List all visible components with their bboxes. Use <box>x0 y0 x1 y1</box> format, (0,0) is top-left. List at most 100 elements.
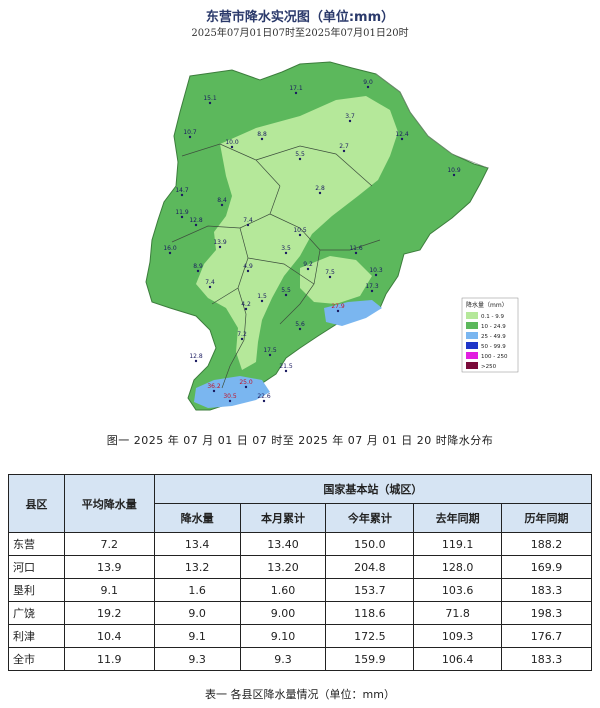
station-value: 10.7 <box>183 129 197 136</box>
station-value: 21.5 <box>279 363 293 370</box>
station-dot <box>366 85 370 89</box>
station-dot <box>342 149 346 153</box>
legend-swatch <box>466 362 478 369</box>
table-caption: 表一 各县区降水量情况（单位：mm） <box>205 688 395 701</box>
table-row: 广饶 19.2 9.0 9.00 118.6 71.8 198.3 <box>8 601 592 625</box>
station-dot <box>268 353 272 357</box>
station-value: 11.6 <box>349 245 363 252</box>
cell-county: 东营 <box>8 532 65 556</box>
station-value: 4.2 <box>241 301 251 308</box>
cell-county: 河口 <box>8 555 65 579</box>
station-value: 14.7 <box>175 187 189 194</box>
header-month-total: 本月累计 <box>239 503 327 533</box>
station-dot <box>212 389 216 393</box>
cell-history: 169.9 <box>501 555 592 579</box>
legend-swatch <box>466 312 478 319</box>
station-value: 7.2 <box>237 331 247 338</box>
station-dot <box>284 369 288 373</box>
cell-last-year: 109.3 <box>413 624 503 648</box>
station-dot <box>328 275 332 279</box>
station-value: 2.8 <box>315 185 325 192</box>
station-dot <box>348 119 352 123</box>
station-labels: 15.1 9.0 17.1 10.7 3.7 12.4 10.0 8.8 2.7 10.9 5.5 2… <box>163 79 461 403</box>
legend-label: 10 - 24.9 <box>481 324 506 330</box>
cell-year: 150.0 <box>325 532 415 556</box>
legend-swatch <box>466 342 478 349</box>
station-dot <box>168 251 172 255</box>
table-row: 垦利 9.1 1.6 1.60 153.7 103.6 183.3 <box>8 578 592 602</box>
station-value: 17.3 <box>365 283 379 290</box>
station-dot <box>246 269 250 273</box>
station-dot <box>220 203 224 207</box>
station-value: 12.8 <box>189 353 203 360</box>
station-dot <box>180 193 184 197</box>
cell-year: 159.9 <box>325 647 415 671</box>
map-region-blue-south <box>194 376 270 408</box>
county-boundaries <box>171 143 381 389</box>
map-region-light-green-east <box>300 256 372 304</box>
table-row: 利津 10.4 9.1 9.10 172.5 109.3 176.7 <box>8 624 592 648</box>
station-dot <box>188 135 192 139</box>
station-dot <box>244 385 248 389</box>
cell-avg: 7.2 <box>63 532 155 556</box>
station-value: 10.5 <box>293 227 307 234</box>
legend-swatch <box>466 332 478 339</box>
station-value: 17.5 <box>263 347 277 354</box>
cell-last-year: 106.4 <box>413 647 503 671</box>
station-dot <box>228 399 232 403</box>
station-dot <box>208 285 212 289</box>
station-dot <box>294 91 298 95</box>
cell-last-year: 128.0 <box>413 555 503 579</box>
cell-rain: 9.0 <box>153 601 241 625</box>
cell-month: 13.20 <box>239 555 327 579</box>
station-dot <box>298 327 302 331</box>
station-dot <box>400 137 404 141</box>
map-title: 东营市降水实况图（单位:mm） <box>205 10 395 25</box>
station-dot <box>318 191 322 195</box>
station-value: 13.9 <box>213 239 227 246</box>
cell-county: 全市 <box>8 647 65 671</box>
station-value: 3.7 <box>345 113 355 120</box>
header-county: 县区 <box>8 474 65 533</box>
cell-last-year: 103.6 <box>413 578 503 602</box>
table-row: 河口 13.9 13.2 13.20 204.8 128.0 169.9 <box>8 555 592 579</box>
cell-month: 13.40 <box>239 532 327 556</box>
station-value: 9.0 <box>363 79 373 86</box>
station-dot <box>452 173 456 177</box>
station-dot <box>218 245 222 249</box>
station-dot <box>354 251 358 255</box>
station-value: 4.9 <box>243 263 253 270</box>
cell-history: 183.3 <box>501 578 592 602</box>
figure-caption: 图一 2025 年 07 月 01 日 07 时至 2025 年 07 月 01… <box>106 434 494 447</box>
station-value: 7.4 <box>205 279 215 286</box>
legend-swatch <box>466 352 478 359</box>
cell-year: 204.8 <box>325 555 415 579</box>
header-last-year: 去年同期 <box>413 503 503 533</box>
station-dot <box>284 251 288 255</box>
station-dot <box>262 399 266 403</box>
station-value: 5.6 <box>295 321 305 328</box>
legend-label: 25 - 49.9 <box>481 334 506 340</box>
legend-title: 降水量（mm） <box>466 301 508 309</box>
station-dot <box>370 289 374 293</box>
cell-avg: 19.2 <box>63 601 155 625</box>
station-value: 8.4 <box>217 197 227 204</box>
table-row: 全市 11.9 9.3 9.3 159.9 106.4 183.3 <box>8 647 592 671</box>
legend-swatch <box>466 322 478 329</box>
station-value: 27.9 <box>331 303 345 310</box>
cell-avg: 9.1 <box>63 578 155 602</box>
cell-month: 1.60 <box>239 578 327 602</box>
cell-avg: 13.9 <box>63 555 155 579</box>
station-dot <box>180 215 184 219</box>
station-dot <box>246 223 250 227</box>
station-value: 7.5 <box>325 269 335 276</box>
station-value: 10.0 <box>225 139 239 146</box>
station-value: 25.0 <box>239 379 253 386</box>
station-value: 17.1 <box>289 85 303 92</box>
station-dot <box>374 273 378 277</box>
station-dot <box>298 233 302 237</box>
legend: 降水量（mm） 0.1 - 9.9 10 - 24.9 25 - 49.9 50 - … <box>461 297 519 373</box>
cell-month: 9.3 <box>239 647 327 671</box>
header-history: 历年同期 <box>501 503 592 533</box>
station-dot <box>306 267 310 271</box>
